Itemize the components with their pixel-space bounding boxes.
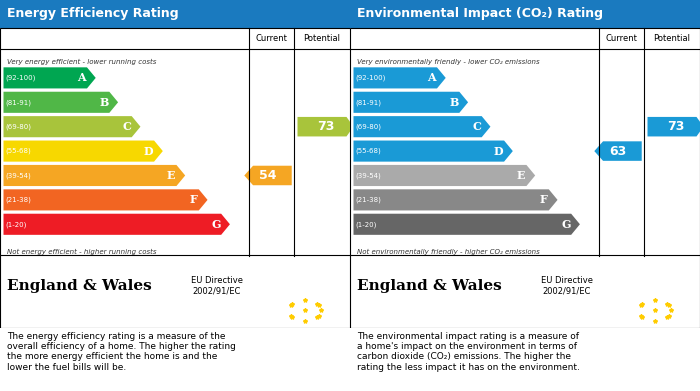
Polygon shape bbox=[298, 117, 354, 136]
Bar bbox=[0, 28, 350, 256]
Polygon shape bbox=[354, 92, 468, 113]
Text: (69-80): (69-80) bbox=[355, 124, 382, 130]
Text: A: A bbox=[78, 72, 86, 83]
Text: EU Directive
2002/91/EC: EU Directive 2002/91/EC bbox=[541, 276, 593, 296]
Text: England & Wales: England & Wales bbox=[357, 279, 502, 293]
Polygon shape bbox=[4, 140, 163, 161]
Text: (92-100): (92-100) bbox=[355, 75, 386, 81]
Text: Energy Efficiency Rating: Energy Efficiency Rating bbox=[7, 7, 178, 20]
Text: EU Directive
2002/91/EC: EU Directive 2002/91/EC bbox=[191, 276, 243, 296]
Polygon shape bbox=[4, 116, 141, 137]
Text: D: D bbox=[144, 145, 153, 156]
Text: Environmental Impact (CO₂) Rating: Environmental Impact (CO₂) Rating bbox=[357, 7, 603, 20]
Text: D: D bbox=[494, 145, 503, 156]
Text: Current: Current bbox=[606, 34, 637, 43]
Polygon shape bbox=[354, 140, 513, 161]
Text: (1-20): (1-20) bbox=[355, 221, 377, 228]
Text: (1-20): (1-20) bbox=[6, 221, 27, 228]
Polygon shape bbox=[4, 189, 207, 210]
Text: B: B bbox=[99, 97, 108, 108]
Polygon shape bbox=[4, 67, 96, 88]
Polygon shape bbox=[648, 117, 700, 136]
Bar bbox=[350, 28, 700, 256]
Text: F: F bbox=[190, 194, 197, 205]
Text: F: F bbox=[540, 194, 547, 205]
Polygon shape bbox=[354, 67, 446, 88]
FancyBboxPatch shape bbox=[350, 0, 700, 28]
Text: 63: 63 bbox=[610, 145, 627, 158]
Polygon shape bbox=[4, 92, 118, 113]
Text: England & Wales: England & Wales bbox=[7, 279, 152, 293]
Text: A: A bbox=[428, 72, 436, 83]
Text: E: E bbox=[167, 170, 176, 181]
Text: Potential: Potential bbox=[304, 34, 340, 43]
Text: (55-68): (55-68) bbox=[355, 148, 381, 154]
Text: B: B bbox=[449, 97, 459, 108]
Text: (21-38): (21-38) bbox=[355, 197, 381, 203]
Polygon shape bbox=[4, 214, 230, 235]
Text: G: G bbox=[211, 219, 220, 230]
Polygon shape bbox=[244, 166, 292, 185]
Text: The energy efficiency rating is a measure of the
overall efficiency of a home. T: The energy efficiency rating is a measur… bbox=[7, 332, 236, 372]
Text: 54: 54 bbox=[259, 169, 276, 182]
Text: (39-54): (39-54) bbox=[355, 172, 381, 179]
Bar bbox=[350, 255, 700, 328]
Bar bbox=[0, 255, 350, 328]
Text: Very environmentally friendly - lower CO₂ emissions: Very environmentally friendly - lower CO… bbox=[357, 59, 540, 65]
Text: (21-38): (21-38) bbox=[6, 197, 31, 203]
Polygon shape bbox=[354, 214, 580, 235]
Text: (55-68): (55-68) bbox=[6, 148, 31, 154]
Text: 73: 73 bbox=[317, 120, 334, 133]
Polygon shape bbox=[4, 165, 186, 186]
Text: E: E bbox=[517, 170, 526, 181]
Text: C: C bbox=[472, 121, 481, 132]
Text: Very energy efficient - lower running costs: Very energy efficient - lower running co… bbox=[7, 59, 156, 65]
Text: (81-91): (81-91) bbox=[355, 99, 382, 106]
Polygon shape bbox=[354, 189, 557, 210]
Text: Potential: Potential bbox=[654, 34, 690, 43]
Text: (39-54): (39-54) bbox=[6, 172, 31, 179]
Polygon shape bbox=[354, 165, 536, 186]
Text: G: G bbox=[561, 219, 570, 230]
Text: 73: 73 bbox=[667, 120, 684, 133]
Text: C: C bbox=[122, 121, 131, 132]
Text: Current: Current bbox=[256, 34, 287, 43]
Polygon shape bbox=[354, 116, 491, 137]
Text: (69-80): (69-80) bbox=[6, 124, 32, 130]
Text: Not environmentally friendly - higher CO₂ emissions: Not environmentally friendly - higher CO… bbox=[357, 248, 540, 255]
Text: (92-100): (92-100) bbox=[6, 75, 36, 81]
Text: The environmental impact rating is a measure of
a home's impact on the environme: The environmental impact rating is a mea… bbox=[357, 332, 580, 372]
Text: Not energy efficient - higher running costs: Not energy efficient - higher running co… bbox=[7, 248, 157, 255]
Text: (81-91): (81-91) bbox=[6, 99, 32, 106]
FancyBboxPatch shape bbox=[0, 0, 350, 28]
Polygon shape bbox=[594, 141, 642, 161]
